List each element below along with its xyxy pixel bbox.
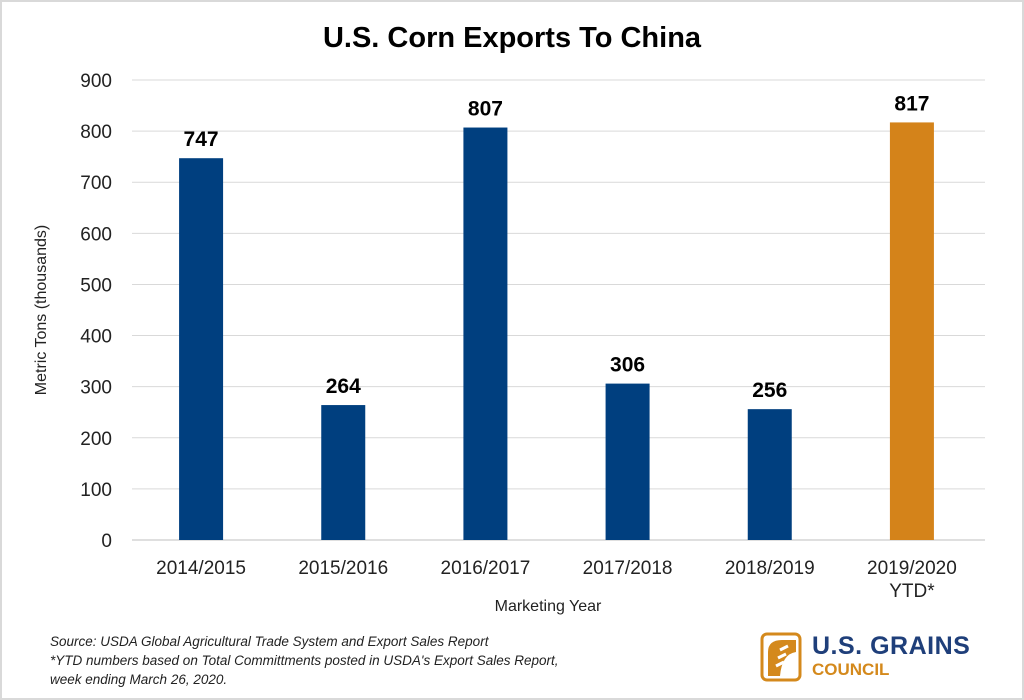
x-axis-title: Marketing Year <box>495 598 602 615</box>
logo-line-1: U.S. GRAINS <box>812 632 971 660</box>
logo-line-2: COUNCIL <box>812 660 890 679</box>
bar <box>463 127 508 541</box>
data-label: 264 <box>326 375 361 398</box>
y-tick-label: 500 <box>80 275 112 296</box>
us-grains-council-logo: U.S. GRAINS COUNCIL <box>760 632 980 684</box>
footer-notes: Source: USDA Global Agricultural Trade S… <box>50 632 559 689</box>
y-tick-label: 400 <box>80 327 112 348</box>
bar <box>605 383 650 540</box>
y-tick-label: 0 <box>101 531 112 552</box>
data-label: 256 <box>752 379 787 402</box>
bar <box>747 409 792 540</box>
y-tick-label: 600 <box>80 224 112 245</box>
y-tick-label: 700 <box>80 173 112 194</box>
source-text: Source: USDA Global Agricultural Trade S… <box>50 634 489 649</box>
x-tick-label: 2014/2015 <box>156 558 246 579</box>
chart-title: U.S. Corn Exports To China <box>323 22 702 54</box>
y-axis-title: Metric Tons (thousands) <box>33 225 50 395</box>
x-tick-label: YTD* <box>889 581 935 602</box>
data-label: 817 <box>894 92 929 115</box>
note-line-1: *YTD numbers based on Total Committments… <box>50 653 559 668</box>
y-tick-label: 100 <box>80 480 112 501</box>
note-line-2: week ending March 26, 2020. <box>50 672 228 687</box>
data-label: 306 <box>610 354 645 377</box>
x-tick-label: 2018/2019 <box>725 558 815 579</box>
data-label: 807 <box>468 98 503 121</box>
bar <box>889 122 934 540</box>
y-tick-label: 300 <box>80 378 112 399</box>
bar <box>321 405 366 540</box>
y-tick-label: 200 <box>80 429 112 450</box>
x-tick-label: 2015/2016 <box>298 558 388 579</box>
y-tick-label: 800 <box>80 122 112 143</box>
x-tick-label: 2019/2020 <box>867 558 957 579</box>
logo-mark-icon <box>760 632 802 682</box>
x-tick-label: 2016/2017 <box>441 558 531 579</box>
bar <box>179 158 224 540</box>
data-label: 747 <box>184 128 219 151</box>
y-tick-label: 900 <box>80 71 112 92</box>
x-tick-label: 2017/2018 <box>583 558 673 579</box>
